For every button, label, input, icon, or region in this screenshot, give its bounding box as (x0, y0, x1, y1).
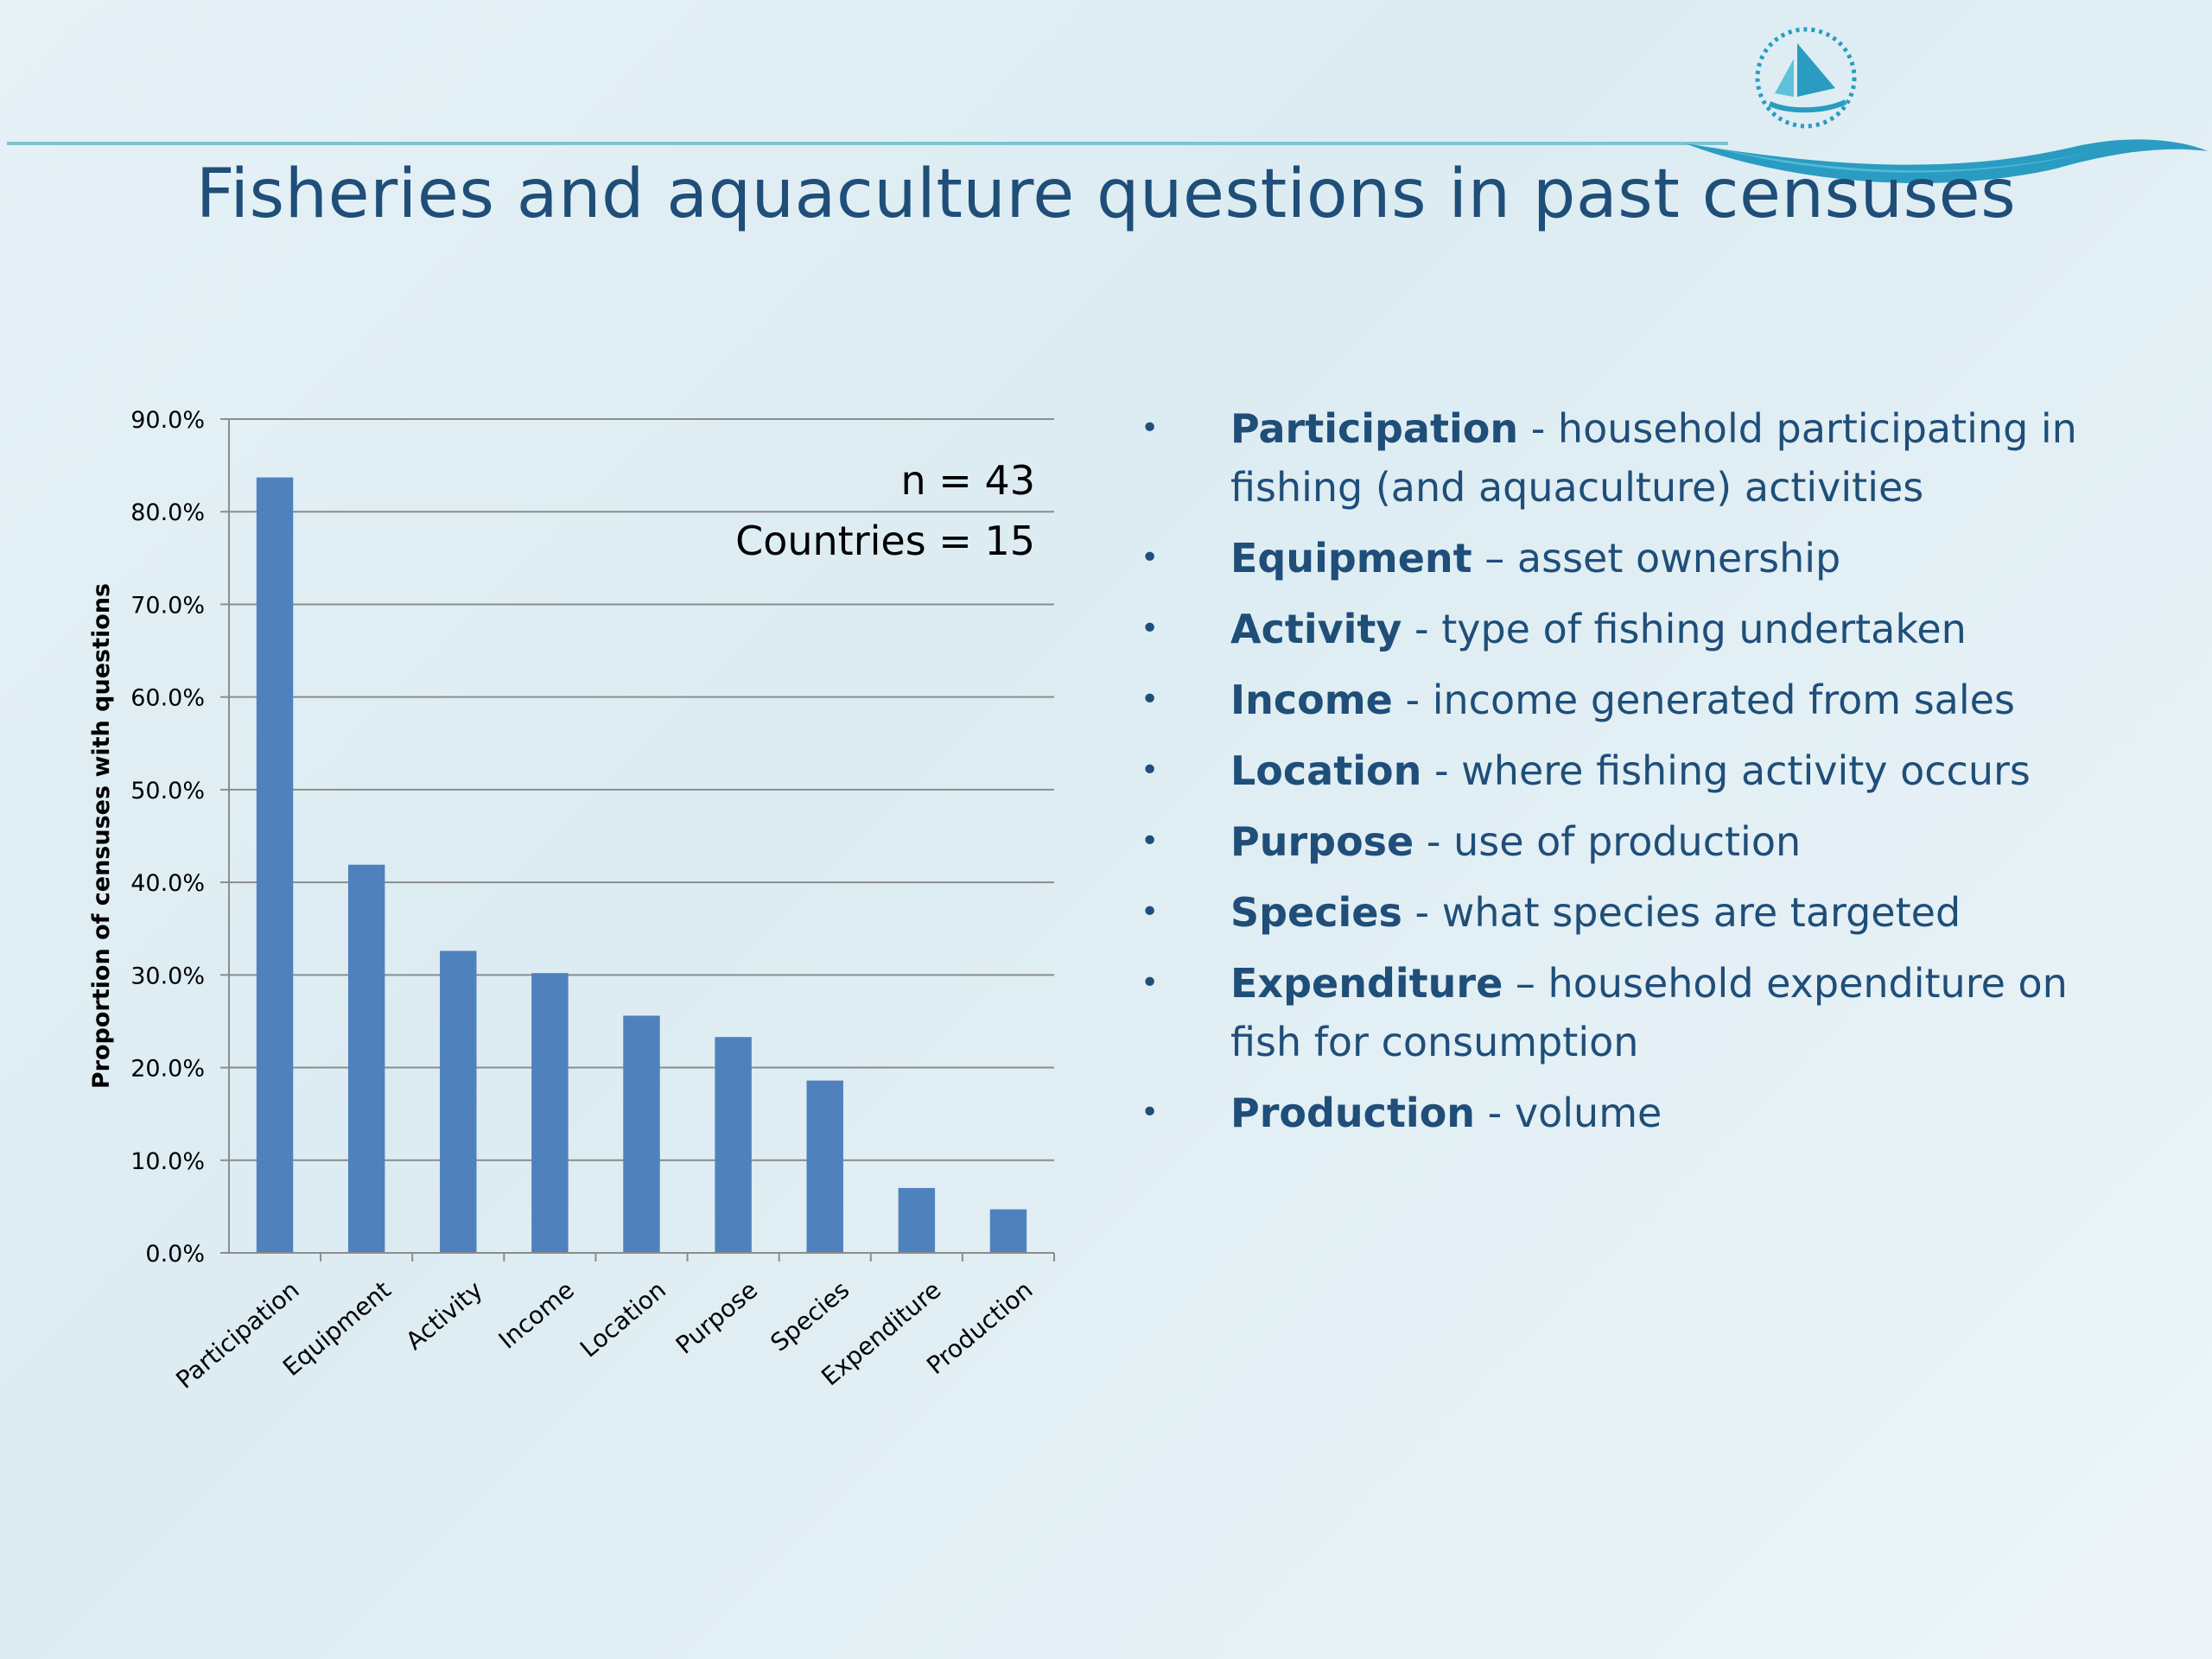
y-tick-label: 70.0% (130, 592, 205, 619)
bullet-description: - use of production (1414, 818, 1802, 865)
bullet-term: Production (1230, 1090, 1476, 1136)
annotation-n: n = 43 (901, 457, 1035, 504)
x-tick-label: Activity (400, 1275, 487, 1356)
y-tick-label: 30.0% (130, 963, 205, 989)
header-wave (1685, 139, 2208, 183)
bullet-item: • Location - where fishing activity occur… (1141, 741, 2126, 800)
bullet-term: Species (1230, 889, 1402, 936)
bars-layer (256, 477, 1027, 1253)
bar-location (623, 1015, 660, 1253)
bar-participation (256, 477, 294, 1253)
bar-expenditure (898, 1187, 936, 1253)
y-tick-label: 60.0% (130, 685, 205, 712)
x-tick-label: Participation (170, 1275, 304, 1395)
bullet-item: • Income - income generated from sales (1141, 671, 2126, 729)
bullet-description: - type of fishing undertaken (1402, 606, 1967, 652)
sailboat-emblem-icon (1755, 27, 1857, 129)
bar-species (806, 1080, 843, 1253)
bullet-description: - where fishing activity occurs (1421, 747, 2031, 794)
bullet-item: • Activity - type of fishing undertaken (1141, 600, 2126, 658)
bullet-item: • Species - what species are targeted (1141, 883, 2126, 942)
x-tick-label: Species (765, 1275, 855, 1357)
bullet-item: • Participation - household participating… (1141, 399, 2126, 517)
bullet-dot-icon: • (1141, 894, 1160, 930)
bar-activity (440, 950, 477, 1253)
bullet-term: Income (1230, 677, 1393, 723)
bullet-dot-icon: • (1141, 682, 1160, 717)
y-tick-label: 80.0% (130, 499, 205, 526)
bullet-term: Expenditure (1230, 960, 1503, 1007)
bullet-dot-icon: • (1141, 1095, 1160, 1130)
bullet-term: Equipment (1230, 535, 1472, 582)
y-tick-label: 10.0% (130, 1148, 205, 1175)
slide-title: Fisheries and aquaculture questions in p… (195, 156, 2017, 233)
bullet-list: • Participation - household participating… (1141, 399, 2126, 1154)
y-axis-title: Proportion of censuses with questions (88, 583, 115, 1089)
bullet-description: - income generated from sales (1392, 677, 2015, 723)
bullet-term: Location (1230, 747, 1422, 794)
bar-equipment (347, 864, 385, 1253)
y-tick-label: 40.0% (130, 870, 205, 897)
y-tick-label: 0.0% (145, 1241, 205, 1268)
bullet-description: – household expenditure on fish for cons… (1230, 960, 2068, 1065)
bullet-description: - household participating in fishing (an… (1230, 405, 2077, 511)
y-tick-label: 50.0% (130, 778, 205, 804)
bullet-description: - volume (1475, 1090, 1662, 1136)
bullet-dot-icon: • (1141, 753, 1160, 788)
bullet-dot-icon: • (1141, 540, 1160, 575)
bullet-dot-icon: • (1141, 410, 1160, 446)
x-tick-label: Location (575, 1275, 671, 1363)
x-tick-label: Income (493, 1275, 580, 1355)
bullet-description: - what species are targeted (1402, 889, 1961, 936)
bullet-dot-icon: • (1141, 965, 1160, 1001)
annotation-countries: Countries = 15 (735, 518, 1035, 564)
bar-purpose (715, 1037, 752, 1253)
x-tick-label: Purpose (671, 1275, 763, 1360)
bar-production (989, 1209, 1027, 1253)
bullet-term: Purpose (1230, 818, 1414, 865)
bullet-description: – asset ownership (1471, 535, 1841, 582)
bar-chart: 0.0% 10.0% 20.0% 30.0% 40.0% 50.0% 60.0% 70.0% 8… (88, 407, 1055, 1395)
bullet-term: Activity (1230, 606, 1402, 652)
bullet-dot-icon: • (1141, 611, 1160, 646)
bullet-item: • Equipment – asset ownership (1141, 529, 2126, 588)
bar-income (531, 973, 569, 1253)
bullet-item: • Purpose - use of production (1141, 812, 2126, 871)
bullet-item: • Production - volume (1141, 1084, 2126, 1142)
bullet-term: Participation (1230, 405, 1519, 452)
y-tick-label: 90.0% (130, 407, 205, 434)
y-tick-label: 20.0% (130, 1056, 205, 1083)
bullet-item: • Expenditure – household expenditure on … (1141, 954, 2126, 1071)
bullet-dot-icon: • (1141, 823, 1160, 859)
